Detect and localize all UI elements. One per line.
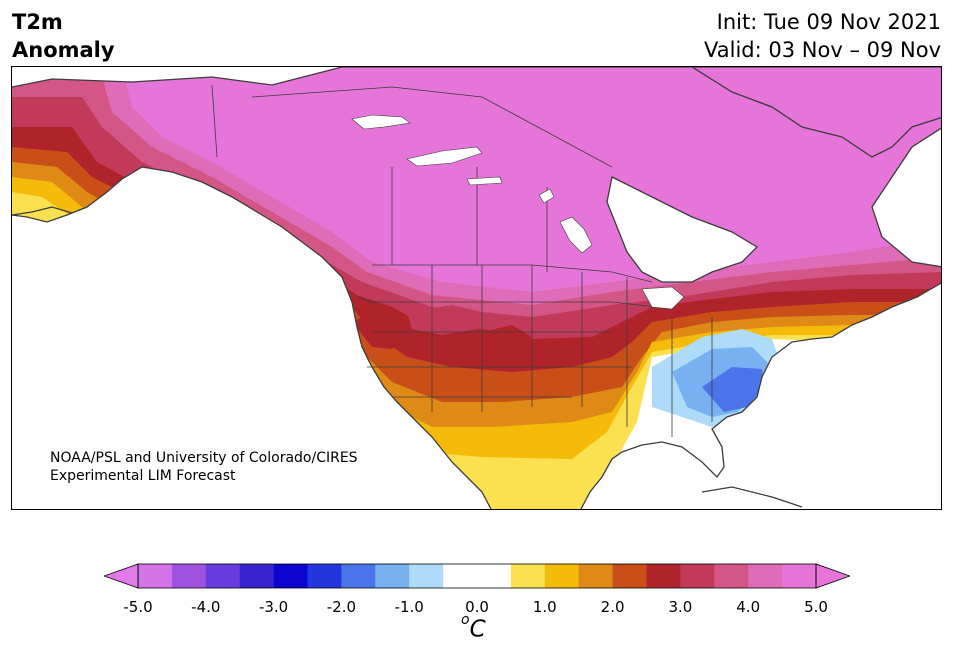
colorbar-cell bbox=[409, 564, 444, 588]
colorbar-cell bbox=[680, 564, 715, 588]
anomaly-label: Anomaly bbox=[12, 38, 115, 62]
colorbar-cell bbox=[782, 564, 817, 588]
colorbar-over-triangle bbox=[815, 563, 850, 589]
coastlines bbox=[12, 67, 941, 509]
map-title: T2m Anomaly bbox=[12, 8, 115, 64]
valid-range: Valid: 03 Nov – 09 Nov bbox=[704, 38, 941, 62]
credit-line-2: Experimental LIM Forecast bbox=[50, 468, 236, 484]
colorbar-tick-label: 1.0 bbox=[532, 598, 557, 616]
colorbar-under-triangle bbox=[104, 563, 139, 589]
colorbar-cell bbox=[239, 564, 275, 588]
colorbar bbox=[104, 563, 850, 589]
credit-text: NOAA/PSL and University of Colorado/CIRE… bbox=[50, 449, 358, 485]
colorbar-ticks: -5.0 -4.0 -3.0 -2.0 -1.0 0.0 1.0 2.0 3.0 4.0 5.0 bbox=[0, 598, 953, 618]
unit-label: oC bbox=[461, 612, 486, 643]
colorbar-cell bbox=[510, 564, 546, 588]
colorbar-cell bbox=[477, 564, 512, 588]
anomaly-map bbox=[12, 67, 941, 509]
temperature-anomaly-fill bbox=[12, 67, 941, 509]
colorbar-cell bbox=[307, 564, 342, 588]
degree-sign: o bbox=[461, 612, 470, 628]
colorbar-tick-label: 4.0 bbox=[736, 598, 761, 616]
colorbar-cell bbox=[171, 564, 207, 588]
init-date: Init: Tue 09 Nov 2021 bbox=[716, 10, 941, 34]
map-panel: NOAA/PSL and University of Colorado/CIRE… bbox=[11, 66, 942, 510]
colorbar-tick-label: -3.0 bbox=[258, 598, 289, 616]
colorbar-tick-label: -5.0 bbox=[123, 598, 153, 616]
colorbar-tick-label: 0.0 bbox=[465, 598, 489, 616]
colorbar-tick-label: 3.0 bbox=[668, 598, 693, 616]
credit-line-1: NOAA/PSL and University of Colorado/CIRE… bbox=[50, 450, 358, 466]
unit-symbol: C bbox=[469, 616, 486, 643]
colorbar-cell bbox=[341, 564, 376, 588]
colorbar-tick-label: 5.0 bbox=[804, 598, 828, 616]
lakes bbox=[351, 114, 685, 310]
colorbar-cell bbox=[443, 564, 478, 588]
colorbar-cell bbox=[748, 564, 783, 588]
colorbar-tick-label: -1.0 bbox=[394, 598, 424, 616]
colorbar-tick-label: 2.0 bbox=[600, 598, 625, 616]
colorbar-tick-label: -2.0 bbox=[326, 598, 357, 616]
colorbar-cell bbox=[205, 564, 241, 588]
date-info: Init: Tue 09 Nov 2021 Valid: 03 Nov – 09… bbox=[704, 8, 941, 64]
variable-label: T2m bbox=[12, 10, 63, 34]
colorbar-cell bbox=[612, 564, 647, 588]
colorbar-cell bbox=[544, 564, 580, 588]
colorbar-cell bbox=[646, 564, 681, 588]
boundaries bbox=[211, 84, 713, 437]
colorbar-cell bbox=[714, 564, 749, 588]
colorbar-cell bbox=[578, 564, 614, 588]
colorbar-tick-label: -4.0 bbox=[191, 598, 221, 616]
colorbar-cell bbox=[375, 564, 410, 588]
colorbar-cell bbox=[138, 564, 173, 588]
colorbar-cell bbox=[273, 564, 308, 588]
